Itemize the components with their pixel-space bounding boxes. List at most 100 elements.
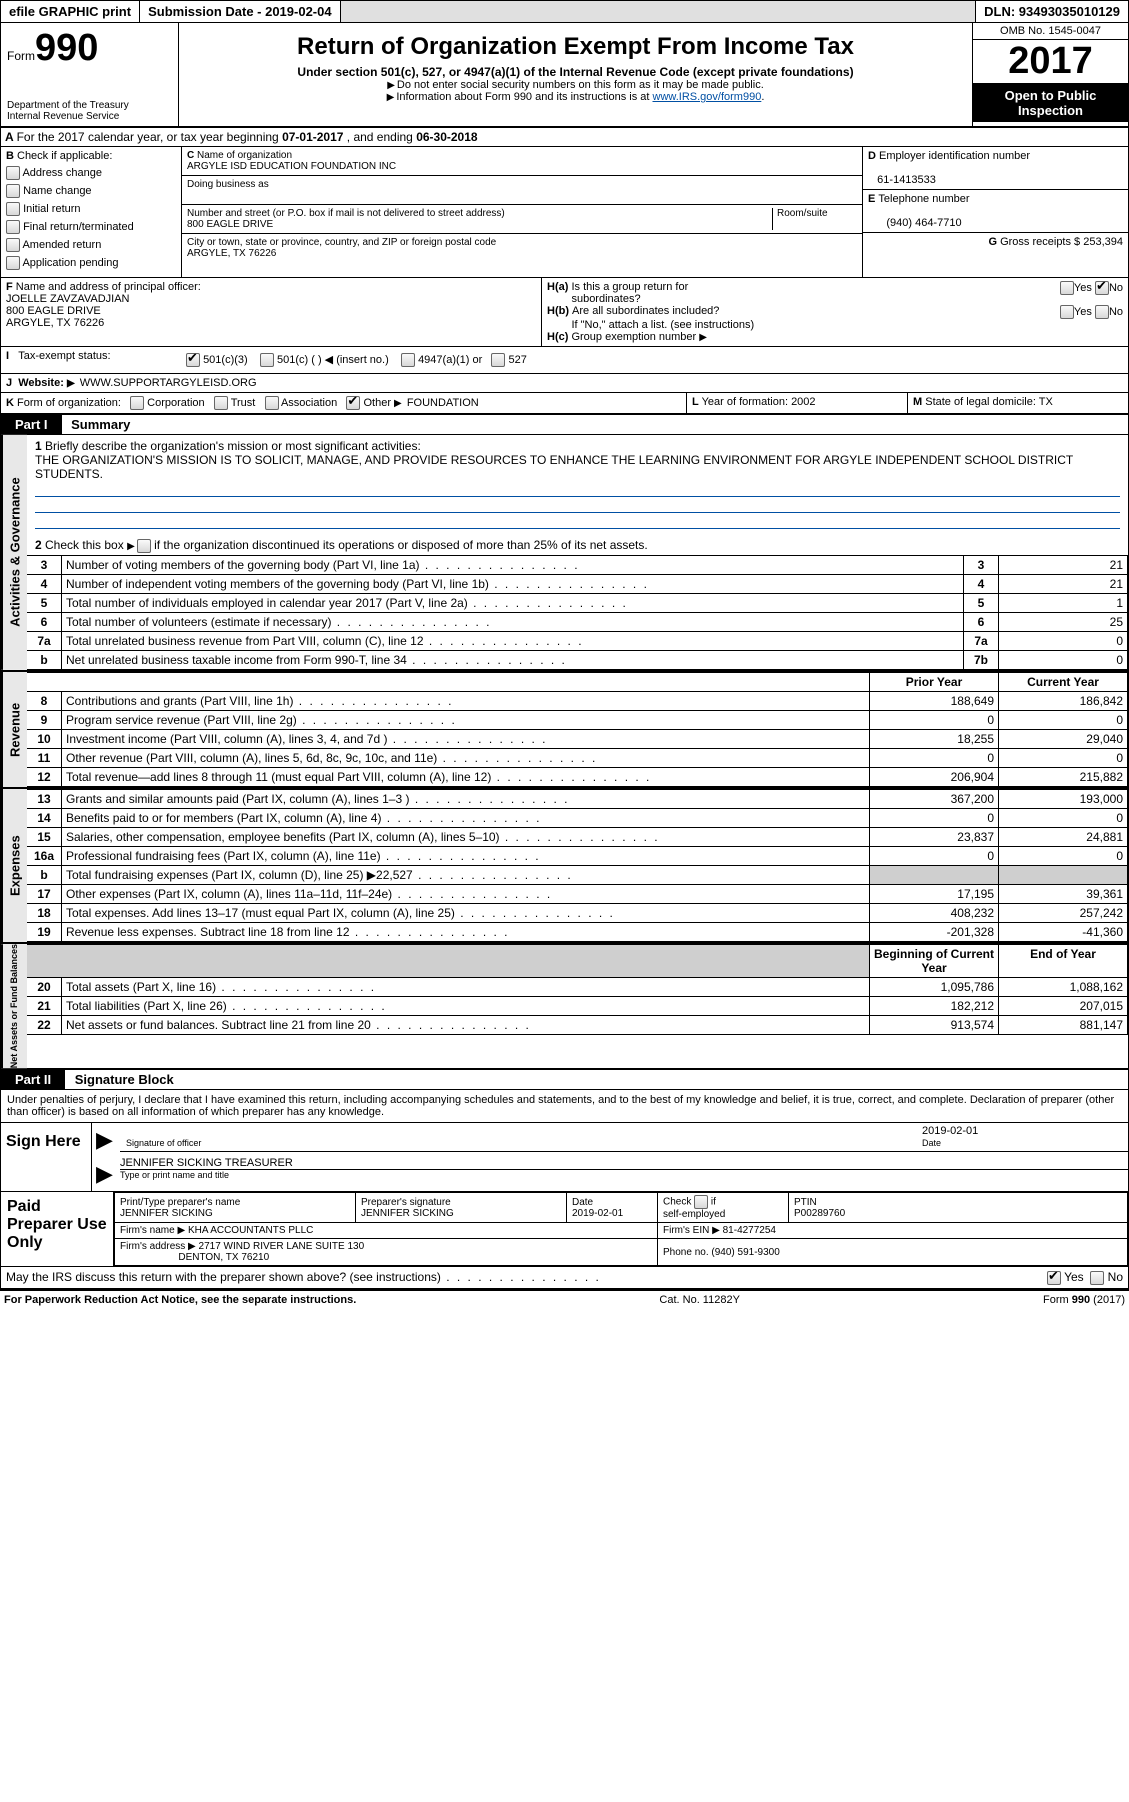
hb-note: If "No," attach a list. (see instruction… — [571, 319, 754, 331]
i-label: Tax-exempt status: — [18, 350, 110, 362]
sig-date: 2019-02-01 — [922, 1125, 978, 1137]
a-begin: 07-01-2017 — [282, 130, 343, 144]
submission-date: Submission Date - 2019-02-04 — [140, 1, 341, 22]
street-address: 800 EAGLE DRIVE — [187, 219, 273, 230]
l1-label: Briefly describe the organization's miss… — [45, 439, 421, 453]
line-num: 8 — [27, 691, 62, 710]
gov-line-ref: 6 — [964, 612, 999, 631]
gov-line-ref: 3 — [964, 555, 999, 574]
row-klm: K Form of organization: Corporation Trus… — [0, 393, 1129, 415]
part2-header: Part II Signature Block — [0, 1070, 1129, 1090]
line-num: 15 — [27, 827, 62, 846]
chk-trust[interactable] — [214, 396, 228, 410]
vlabel-revenue: Revenue — [1, 672, 27, 787]
firm-label: Firm's name ▶ — [120, 1225, 185, 1236]
ha-yes[interactable] — [1060, 281, 1074, 295]
line-text: Revenue less expenses. Subtract line 18 … — [62, 922, 870, 941]
form-header: Form990 Department of the Treasury Inter… — [0, 23, 1129, 128]
vlabel-governance: Activities & Governance — [1, 435, 27, 670]
page-footer: For Paperwork Reduction Act Notice, see … — [0, 1289, 1129, 1309]
line-current: 29,040 — [999, 729, 1128, 748]
discuss-yes[interactable] — [1047, 1271, 1061, 1285]
line-text: Total assets (Part X, line 16) — [62, 977, 870, 996]
line-text: Investment income (Part VIII, column (A)… — [62, 729, 870, 748]
addr-label: Number and street (or P.O. box if mail i… — [187, 208, 505, 219]
chk-501c3[interactable] — [186, 353, 200, 367]
omb-number: OMB No. 1545-0047 — [973, 23, 1128, 40]
chk-other[interactable] — [346, 396, 360, 410]
city-label: City or town, state or province, country… — [187, 237, 496, 248]
chk-amended[interactable] — [6, 238, 20, 252]
section-expenses: Expenses 13 Grants and similar amounts p… — [0, 789, 1129, 944]
line-current: 0 — [999, 846, 1128, 865]
revenue-table: Prior Year Current Year 8 Contributions … — [27, 672, 1128, 787]
line-prior: 206,904 — [870, 767, 999, 786]
line-current: 24,881 — [999, 827, 1128, 846]
ein-value: 61-1413533 — [877, 174, 936, 186]
line-num: 9 — [27, 710, 62, 729]
part1-tag: Part I — [1, 415, 62, 434]
vlabel-netassets: Net Assets or Fund Balances — [1, 944, 27, 1068]
firm-addr-label: Firm's address ▶ — [120, 1241, 196, 1252]
note-info-pre: Information about Form 990 and its instr… — [396, 91, 652, 103]
line-text: Total fundraising expenses (Part IX, col… — [62, 865, 870, 884]
hb-no[interactable] — [1095, 305, 1109, 319]
m-label: State of legal domicile: — [925, 396, 1036, 408]
line-prior: 367,200 — [870, 789, 999, 808]
hb-yes[interactable] — [1060, 305, 1074, 319]
prep-v5: P00289760 — [794, 1208, 845, 1219]
chk-corp[interactable] — [130, 396, 144, 410]
chk-501c[interactable] — [260, 353, 274, 367]
part2-tag: Part II — [1, 1070, 65, 1089]
hc-label: Group exemption number — [571, 331, 696, 343]
gross-label: Gross receipts $ — [1000, 236, 1080, 248]
ha-label: Is this a group return for — [571, 281, 688, 293]
k-label: Form of organization: — [17, 397, 121, 409]
k-o2: Trust — [231, 397, 256, 409]
m-value: TX — [1039, 396, 1053, 408]
line-prior: 408,232 — [870, 903, 999, 922]
line-current: 1,088,162 — [999, 977, 1128, 996]
header-left: Form990 Department of the Treasury Inter… — [1, 23, 179, 126]
chk-name-change[interactable] — [6, 184, 20, 198]
gov-line-num: 7a — [27, 631, 62, 650]
tax-year: 2017 — [973, 40, 1128, 84]
chk-final[interactable] — [6, 220, 20, 234]
k-o4: Other — [363, 397, 391, 409]
irs-link[interactable]: www.IRS.gov/form990 — [653, 91, 762, 103]
chk-discontinued[interactable] — [137, 539, 151, 553]
hdr-prior: Prior Year — [870, 672, 999, 691]
i-o1: 501(c)(3) — [203, 354, 248, 366]
k-o3: Association — [281, 397, 337, 409]
line-current: 0 — [999, 808, 1128, 827]
l-label: Year of formation: — [702, 396, 788, 408]
discuss-no[interactable] — [1090, 1271, 1104, 1285]
i-o2: 501(c) ( ) — [277, 354, 322, 366]
header-right: OMB No. 1545-0047 2017 Open to Public In… — [972, 23, 1128, 126]
sig-officer-label: Signature of officer — [126, 1138, 201, 1148]
chk-self-employed[interactable] — [694, 1195, 708, 1209]
website-value: WWW.SUPPORTARGYLEISD.ORG — [80, 377, 257, 389]
paid-preparer: Paid Preparer Use Only Print/Type prepar… — [0, 1192, 1129, 1267]
chk-assoc[interactable] — [265, 396, 279, 410]
ha-no[interactable] — [1095, 281, 1109, 295]
section-governance: Activities & Governance 1 Briefly descri… — [0, 435, 1129, 672]
line-prior: 18,255 — [870, 729, 999, 748]
discuss-row: May the IRS discuss this return with the… — [0, 1267, 1129, 1289]
sig-name-label: Type or print name and title — [120, 1170, 1128, 1180]
line-text: Total liabilities (Part X, line 26) — [62, 996, 870, 1015]
line-num: 16a — [27, 846, 62, 865]
gov-line-num: 6 — [27, 612, 62, 631]
chk-pending[interactable] — [6, 256, 20, 270]
chk-4947[interactable] — [401, 353, 415, 367]
discuss-q: May the IRS discuss this return with the… — [6, 1270, 441, 1284]
prep-h1: Print/Type preparer's name — [120, 1197, 240, 1208]
gov-line-num: 3 — [27, 555, 62, 574]
line-current: 193,000 — [999, 789, 1128, 808]
chk-initial[interactable] — [6, 202, 20, 216]
chk-527[interactable] — [491, 353, 505, 367]
j-label: Website: — [18, 377, 64, 389]
chk-address-change[interactable] — [6, 166, 20, 180]
expenses-table: 13 Grants and similar amounts paid (Part… — [27, 789, 1128, 942]
gov-line-text: Total number of individuals employed in … — [62, 593, 964, 612]
